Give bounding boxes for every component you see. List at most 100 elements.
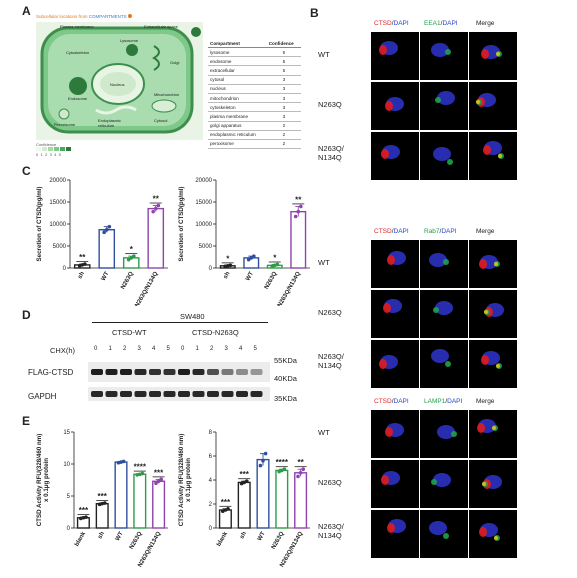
bar	[275, 469, 289, 529]
blot-band	[192, 391, 205, 397]
channel-header: EEA1/DAPI	[424, 20, 458, 27]
timepoint-label: 5	[166, 346, 170, 352]
y-tick-label: 10000	[49, 222, 66, 228]
table-row: endosome 5	[208, 56, 301, 67]
organelle-label: Cytoskeleton	[66, 50, 90, 55]
confidence-cell: 5	[266, 56, 301, 67]
confidence-cell: 3	[266, 93, 301, 104]
chart-secretion-right: 0 5000 10000 15000 20000 Secretion of CTSD(pg…	[178, 178, 310, 306]
micrograph	[420, 460, 468, 508]
row-label: WT	[318, 258, 330, 267]
gapdh-blot	[88, 387, 270, 401]
table-row: cytoskeleton 3	[208, 102, 301, 113]
chx-label: CHX(h)	[50, 346, 76, 355]
blot-band	[120, 369, 132, 375]
confidence-cell: 3	[266, 84, 301, 94]
x-tick-label: blank	[74, 530, 87, 547]
data-point	[299, 204, 303, 209]
data-point	[84, 515, 88, 519]
y-tick-label: 20000	[195, 178, 212, 184]
x-tick-label: WT	[257, 531, 267, 542]
timepoint-label: 2	[210, 346, 214, 352]
chart-secretion-left: 0 5000 10000 15000 20000 Secretion of CTSD(pg…	[36, 178, 168, 306]
organelle-label: Cytosol	[154, 118, 168, 123]
y-tick-label: 5000	[53, 244, 67, 250]
significance-mark: **	[295, 195, 302, 204]
data-point	[226, 507, 230, 511]
panel-label-a: A	[22, 4, 31, 18]
data-point	[293, 214, 298, 219]
micrograph	[469, 82, 517, 130]
table-row: lysosome 5	[208, 47, 301, 58]
data-point	[129, 256, 134, 260]
data-point	[263, 451, 268, 456]
data-point	[83, 262, 87, 266]
micrograph	[371, 340, 419, 388]
y-axis-label: CTSD Activity RFU(328/460 nm)	[178, 434, 185, 527]
y-tick-label: 15	[63, 430, 70, 436]
x-tick-label: sh	[97, 531, 106, 540]
blot-band	[163, 369, 176, 375]
mw-marker: 35KDa	[274, 394, 297, 403]
micrograph	[469, 240, 517, 288]
blot-band	[207, 391, 219, 397]
flag-ctsd-blot	[88, 362, 270, 382]
blot-band	[134, 391, 147, 397]
micrograph	[371, 82, 419, 130]
timepoint-label: 1	[108, 346, 112, 352]
y-tick-label: 2	[209, 502, 213, 508]
legend-title: Confidence	[36, 142, 57, 147]
table-header: Compartment	[208, 40, 267, 48]
compartment-cell: cytoskeleton	[208, 102, 267, 113]
timepoint-label: 4	[239, 346, 243, 352]
compartment-cell: peroxisome	[208, 139, 267, 150]
data-point	[154, 481, 158, 485]
blot-band	[149, 369, 161, 375]
data-point	[296, 474, 300, 479]
x-tick-label: N263Q/N134Q	[134, 271, 159, 306]
channel-header: CTSD/DAPI	[374, 20, 409, 27]
blot-band	[207, 369, 219, 375]
x-tick-label: N263Q	[271, 531, 286, 551]
organelle-label: Lysosome	[120, 38, 139, 43]
blot-band	[91, 369, 103, 375]
micrograph	[469, 510, 517, 558]
x-tick-label: N263Q	[129, 531, 144, 551]
x-tick-label: N263Q/N134Q	[277, 271, 302, 306]
info-icon	[127, 14, 132, 18]
y-tick-label: 4	[209, 478, 213, 484]
organelle-label: Plasma membrane	[60, 24, 94, 29]
x-tick-label: sh	[77, 271, 86, 280]
table-row: golgi apparatus 2	[208, 121, 301, 131]
data-point	[132, 254, 136, 258]
table-row: cytosol 3	[208, 75, 301, 85]
micrograph	[420, 340, 468, 388]
compartment-cell: plasma membrane	[208, 111, 267, 122]
row-label: N263Q/ N134Q	[318, 352, 344, 370]
confidence-cell: 3	[266, 102, 301, 113]
table-row: extracellular 5	[208, 65, 301, 76]
row-label: N263Q/ N134Q	[318, 144, 344, 162]
timepoint-label: 4	[152, 346, 156, 352]
bar	[133, 473, 147, 529]
compartment-cell: mitochondrion	[208, 93, 267, 104]
micrograph	[420, 240, 468, 288]
y-axis-label: Secretion of CTSD(pg/ml)	[178, 187, 185, 262]
data-point	[140, 471, 145, 476]
significance-mark: ***	[240, 470, 250, 479]
bar	[256, 458, 270, 529]
panel-label-b: B	[310, 6, 319, 20]
mw-marker: 55KDa	[274, 356, 297, 365]
micrograph	[469, 290, 517, 338]
compartment-cell: endoplasmic reticulum	[208, 130, 267, 140]
blot-band	[105, 391, 118, 397]
band-label: FLAG-CTSD	[28, 368, 74, 377]
bar	[95, 502, 109, 529]
y-axis-label: Secretion of CTSD(pg/ml)	[36, 187, 43, 262]
data-point	[103, 501, 107, 505]
bar	[152, 480, 166, 529]
blot-band	[192, 369, 205, 375]
micrograph	[371, 510, 419, 558]
y-tick-label: 5000	[199, 244, 213, 250]
data-point	[102, 230, 106, 235]
